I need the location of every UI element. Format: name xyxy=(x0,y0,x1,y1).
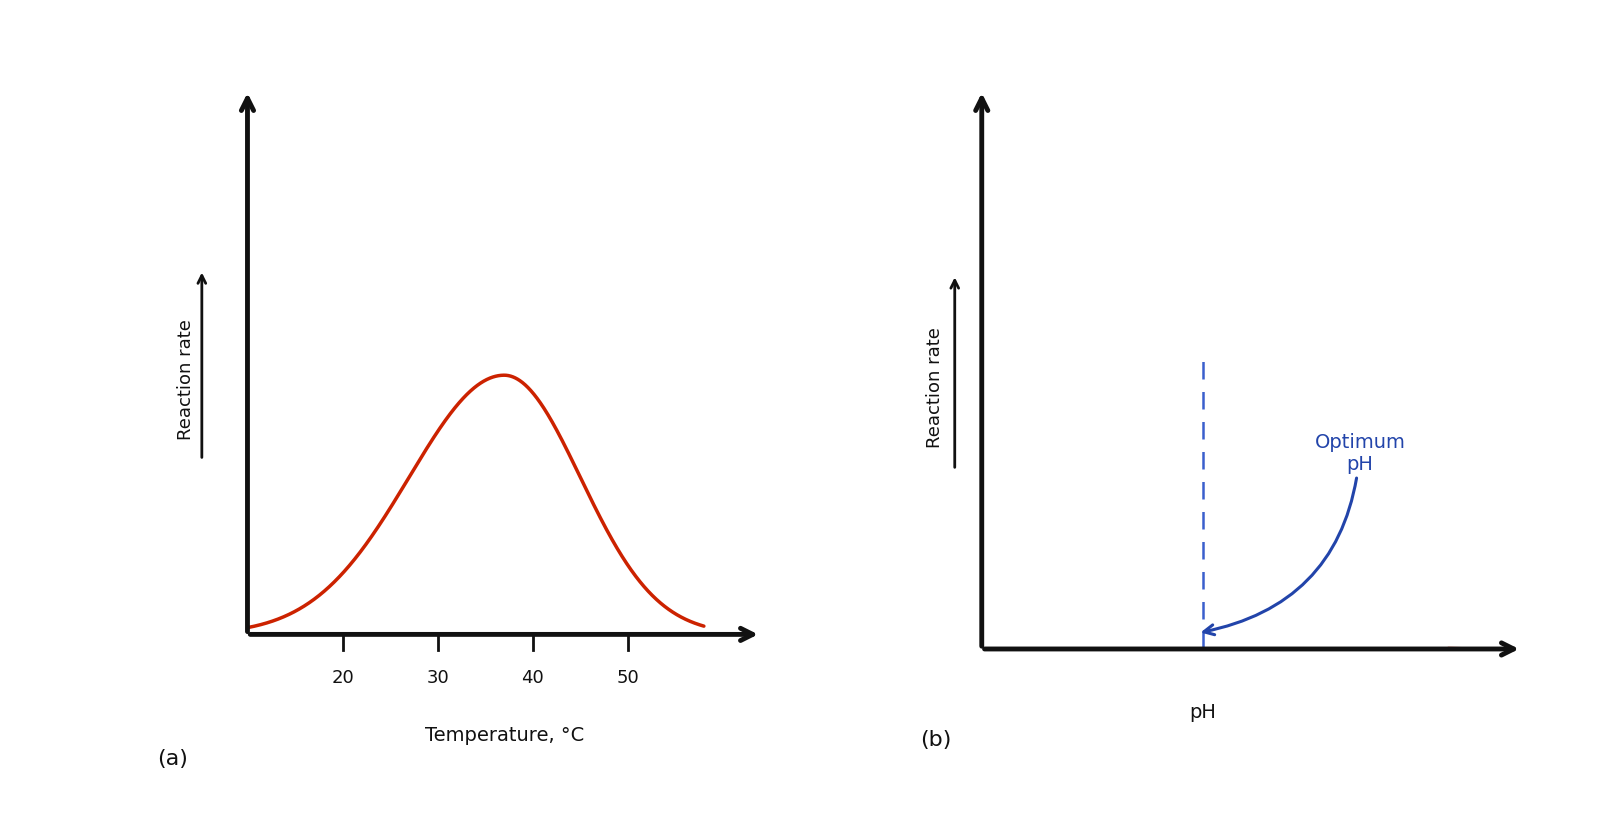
Text: 20: 20 xyxy=(332,668,355,686)
Text: Optimum
pH: Optimum pH xyxy=(1205,432,1405,635)
Text: pH: pH xyxy=(1190,702,1216,721)
Text: Reaction rate: Reaction rate xyxy=(176,318,194,439)
Text: 50: 50 xyxy=(617,668,640,686)
Text: Reaction rate: Reaction rate xyxy=(926,327,944,447)
Text: 30: 30 xyxy=(426,668,448,686)
Text: (b): (b) xyxy=(920,729,952,749)
Text: 40: 40 xyxy=(521,668,544,686)
Text: Temperature, °C: Temperature, °C xyxy=(424,725,584,744)
Text: (a): (a) xyxy=(157,748,188,768)
